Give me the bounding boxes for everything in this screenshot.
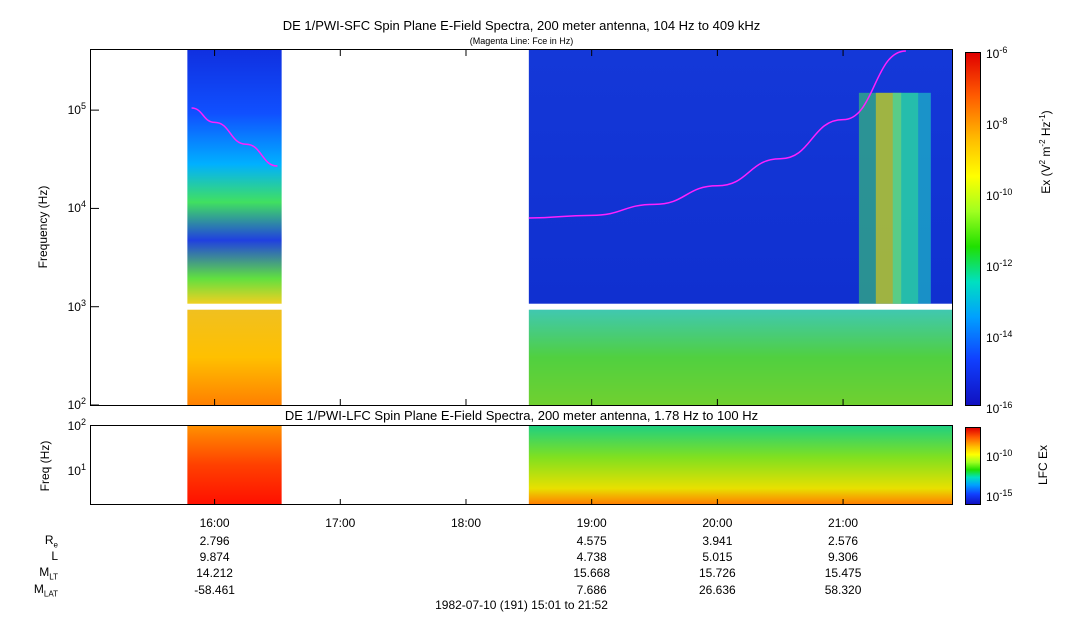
- ephemeris-value: 2.796: [199, 534, 230, 548]
- sfc-colorbar: [965, 52, 981, 406]
- time-range-footer: 1982-07-10 (191) 15:01 to 21:52: [435, 598, 608, 612]
- time-tick-label: 16:00: [199, 516, 230, 530]
- lfc-colorbar-tick-label: 10-15: [986, 488, 1013, 504]
- ephemeris-value: 2.576: [828, 534, 859, 548]
- time-tick-label: 21:00: [828, 516, 859, 530]
- sfc-colorbar-tick-label: 10-6: [986, 45, 1008, 61]
- ephemeris-row-label: MLAT: [33, 582, 58, 599]
- time-tick-label: 18:00: [450, 516, 481, 530]
- lfc-spectrogram-fill: [187, 426, 952, 504]
- sfc-y-tick-label: 104: [67, 199, 86, 216]
- sfc-chart-title: DE 1/PWI-SFC Spin Plane E-Field Spectra,…: [282, 18, 761, 33]
- sfc-y-tick-label: 103: [67, 297, 86, 314]
- fce-line-segment: [191, 107, 278, 167]
- sfc-colorbar-tick-label: 10-8: [986, 116, 1008, 132]
- sfc-data-block-high: [187, 50, 282, 304]
- lfc-colorbar: [965, 427, 981, 505]
- sfc-emission-band: [892, 92, 931, 304]
- lfc-y-axis-label: Freq (Hz): [38, 440, 52, 492]
- lfc-y-tick-label: 102: [67, 417, 86, 433]
- ephemeris-value: 7.686: [576, 583, 607, 597]
- axis-ticks: [91, 50, 844, 504]
- ephemeris-value: 3.941: [702, 534, 733, 548]
- sfc-y-tick-label: 102: [67, 396, 86, 412]
- fce-line-segment: [528, 50, 906, 219]
- ephemeris-value: 4.575: [576, 534, 607, 548]
- sfc-chart-subtitle: (Magenta Line: Fce in Hz): [469, 36, 574, 46]
- sfc-colorbar-label: Ex (V2 m-2 Hz-1): [1038, 110, 1053, 194]
- ephemeris-row-label: L: [51, 549, 58, 563]
- lfc-colorbar-tick-label: 10-10: [986, 448, 1013, 464]
- time-tick-label: 19:00: [576, 516, 607, 530]
- lfc-data-block: [528, 426, 952, 504]
- ephemeris-value: -58.461: [194, 583, 235, 597]
- sfc-data-block-low: [528, 309, 952, 405]
- ephemeris-row-label: Re: [44, 533, 58, 550]
- sfc-y-tick-label: 105: [67, 101, 86, 118]
- ephemeris-value: 26.636: [699, 583, 736, 597]
- sfc-y-axis-label: Frequency (Hz): [36, 185, 50, 269]
- sfc-colorbar-tick-label: 10-16: [986, 400, 1013, 416]
- sfc-colorbar-tick-label: 10-10: [986, 187, 1013, 203]
- sfc-colorbar-tick-label: 10-14: [986, 329, 1013, 345]
- sfc-spectrogram-fill: [187, 50, 952, 405]
- ephemeris-row-label: MLT: [39, 565, 58, 582]
- sfc-data-block-low: [187, 309, 282, 405]
- ephemeris-value: 14.212: [196, 566, 233, 580]
- time-tick-label: 17:00: [325, 516, 356, 530]
- lfc-chart-title: DE 1/PWI-LFC Spin Plane E-Field Spectra,…: [284, 408, 759, 423]
- ephemeris-value: 15.668: [573, 566, 611, 580]
- ephemeris-value: 9.874: [199, 550, 230, 564]
- ephemeris-value: 15.726: [699, 566, 736, 580]
- sfc-colorbar-tick-label: 10-12: [986, 258, 1013, 274]
- lfc-data-block: [187, 426, 282, 504]
- lfc-y-tick-label: 101: [67, 461, 86, 478]
- ephemeris-value: 5.015: [702, 550, 733, 564]
- ephemeris-value: 58.320: [824, 583, 862, 597]
- ephemeris-value: 4.738: [576, 550, 607, 564]
- ephemeris-value: 9.306: [828, 550, 859, 564]
- lfc-colorbar-label: LFC Ex: [1036, 445, 1050, 486]
- fce-magenta-line: [191, 50, 906, 219]
- ephemeris-value: 15.475: [824, 566, 862, 580]
- time-tick-label: 20:00: [702, 516, 733, 530]
